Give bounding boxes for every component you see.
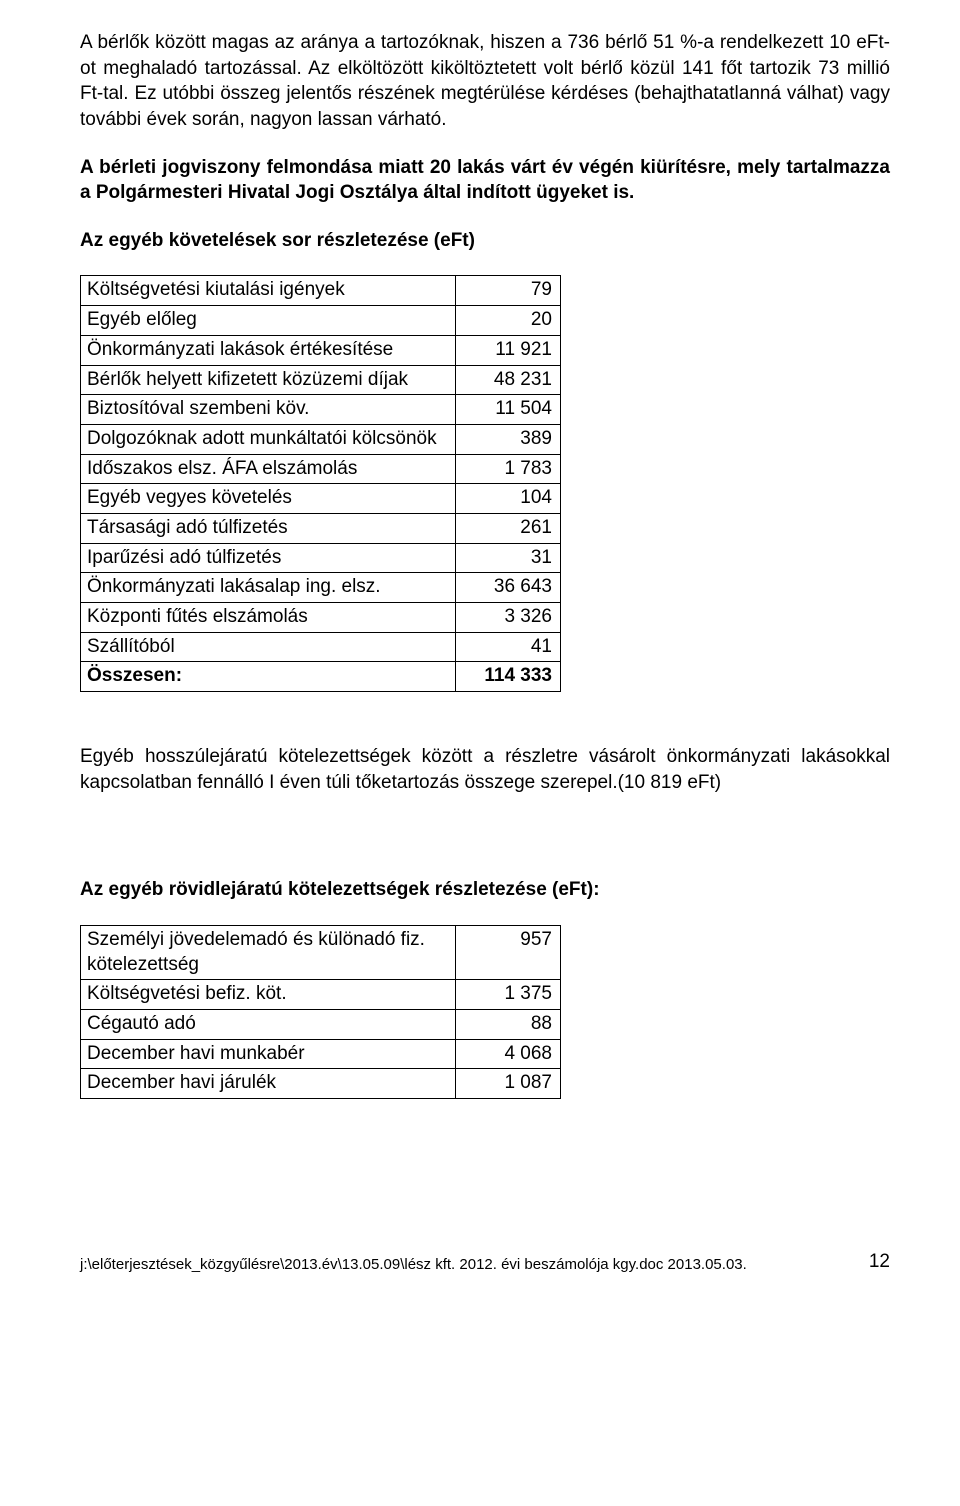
table-cell-label: Biztosítóval szembeni köv. — [81, 395, 456, 425]
table-cell-value: 79 — [456, 276, 561, 306]
table-cell-value: 48 231 — [456, 365, 561, 395]
table-cell-value: 20 — [456, 306, 561, 336]
table-cell-label: Társasági adó túlfizetés — [81, 513, 456, 543]
table-cell-label: Bérlők helyett kifizetett közüzemi díjak — [81, 365, 456, 395]
page-number: 12 — [869, 1249, 890, 1275]
table-cell-label: Dolgozóknak adott munkáltatói kölcsönök — [81, 424, 456, 454]
paragraph-1: A bérlők között magas az aránya a tartoz… — [80, 30, 890, 133]
table-cell-value: 261 — [456, 513, 561, 543]
table-receivables: Költségvetési kiutalási igények79Egyéb e… — [80, 275, 561, 692]
paragraph-3: Egyéb hosszúlejáratú kötelezettségek köz… — [80, 744, 890, 795]
table-cell-label: Önkormányzati lakásalap ing. elsz. — [81, 573, 456, 603]
table-cell-label: Költségvetési befiz. köt. — [81, 980, 456, 1010]
table-cell-label: Cégautó adó — [81, 1010, 456, 1040]
table-cell-value: 41 — [456, 632, 561, 662]
table-row: Egyéb előleg20 — [81, 306, 561, 336]
paragraph-2-bold: A bérleti jogviszony felmondása miatt 20… — [80, 155, 890, 206]
table-cell-value: 957 — [456, 926, 561, 980]
page-footer: j:\előterjesztések_közgyűlésre\2013.év\1… — [80, 1249, 890, 1285]
table2-title: Az egyéb rövidlejáratú kötelezettségek r… — [80, 877, 890, 903]
table-row: Központi fűtés elszámolás3 326 — [81, 603, 561, 633]
table-row: Önkormányzati lakások értékesítése11 921 — [81, 335, 561, 365]
table-row: Biztosítóval szembeni köv.11 504 — [81, 395, 561, 425]
table-row: Költségvetési kiutalási igények79 — [81, 276, 561, 306]
table-cell-label: December havi járulék — [81, 1069, 456, 1099]
table-cell-value: 104 — [456, 484, 561, 514]
table-cell-label: Egyéb előleg — [81, 306, 456, 336]
table-row: Cégautó adó88 — [81, 1010, 561, 1040]
document-page: A bérlők között magas az aránya a tartoz… — [0, 0, 960, 1305]
table-cell-label: Személyi jövedelemadó és különadó fiz. k… — [81, 926, 456, 980]
table-row: Egyéb vegyes követelés104 — [81, 484, 561, 514]
table1-title: Az egyéb követelések sor részletezése (e… — [80, 228, 890, 254]
table-cell-value: 3 326 — [456, 603, 561, 633]
table-cell-label: Iparűzési adó túlfizetés — [81, 543, 456, 573]
table-cell-value: 114 333 — [456, 662, 561, 692]
table-cell-value: 36 643 — [456, 573, 561, 603]
table-row: Önkormányzati lakásalap ing. elsz.36 643 — [81, 573, 561, 603]
table-cell-label: Időszakos elsz. ÁFA elszámolás — [81, 454, 456, 484]
table-cell-label: Önkormányzati lakások értékesítése — [81, 335, 456, 365]
table-cell-value: 1 783 — [456, 454, 561, 484]
table-liabilities: Személyi jövedelemadó és különadó fiz. k… — [80, 925, 561, 1099]
table-row: Társasági adó túlfizetés261 — [81, 513, 561, 543]
table-cell-value: 389 — [456, 424, 561, 454]
table-cell-value: 88 — [456, 1010, 561, 1040]
table-cell-label: December havi munkabér — [81, 1039, 456, 1069]
table-cell-value: 1 087 — [456, 1069, 561, 1099]
table-row: Személyi jövedelemadó és különadó fiz. k… — [81, 926, 561, 980]
table-cell-value: 1 375 — [456, 980, 561, 1010]
table-cell-label: Egyéb vegyes követelés — [81, 484, 456, 514]
table-row: Bérlők helyett kifizetett közüzemi díjak… — [81, 365, 561, 395]
table-row: Időszakos elsz. ÁFA elszámolás1 783 — [81, 454, 561, 484]
table-cell-value: 11 504 — [456, 395, 561, 425]
spacer — [80, 714, 890, 744]
table-cell-label: Szállítóból — [81, 632, 456, 662]
table-row: Összesen:114 333 — [81, 662, 561, 692]
table-row: Szállítóból41 — [81, 632, 561, 662]
spacer — [80, 817, 890, 877]
footer-path: j:\előterjesztések_közgyűlésre\2013.év\1… — [80, 1255, 747, 1275]
table-row: December havi munkabér4 068 — [81, 1039, 561, 1069]
table-cell-label: Költségvetési kiutalási igények — [81, 276, 456, 306]
table-cell-label: Központi fűtés elszámolás — [81, 603, 456, 633]
table-cell-label: Összesen: — [81, 662, 456, 692]
table-cell-value: 31 — [456, 543, 561, 573]
table-row: December havi járulék1 087 — [81, 1069, 561, 1099]
table-cell-value: 11 921 — [456, 335, 561, 365]
table-row: Iparűzési adó túlfizetés31 — [81, 543, 561, 573]
table-row: Költségvetési befiz. köt.1 375 — [81, 980, 561, 1010]
table-cell-value: 4 068 — [456, 1039, 561, 1069]
table-row: Dolgozóknak adott munkáltatói kölcsönök3… — [81, 424, 561, 454]
